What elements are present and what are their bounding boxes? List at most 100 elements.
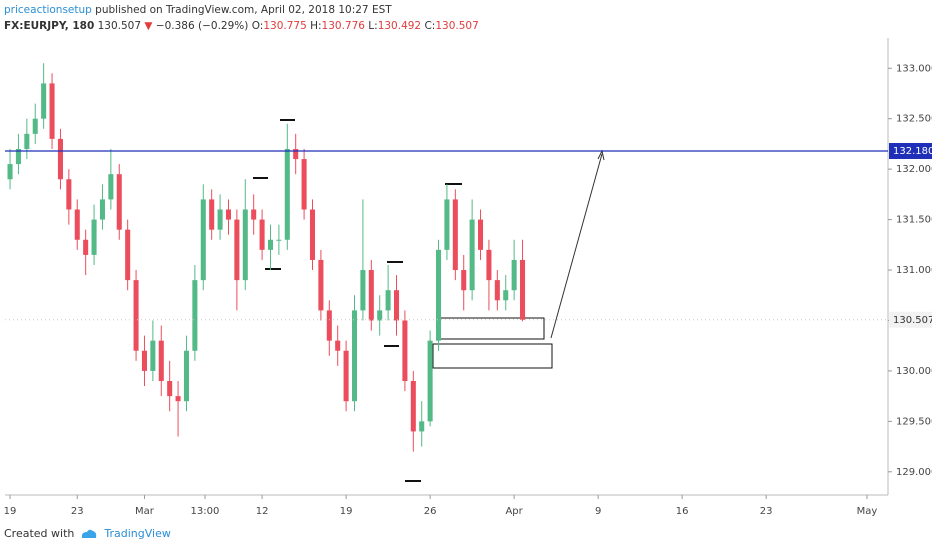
candle-body — [461, 270, 467, 291]
c-label: C: — [424, 20, 436, 32]
candle-body — [360, 270, 366, 311]
candle-body — [150, 340, 156, 371]
legend-line: FX:EURJPY, 180 130.507 ▼ −0.386 (−0.29%)… — [4, 18, 479, 34]
y-tick-label: 131.500 — [896, 215, 932, 226]
candle-body — [444, 199, 450, 250]
published: published on TradingView.com, April 02, … — [95, 4, 392, 16]
candle-body — [309, 209, 316, 260]
candle-body — [200, 199, 206, 281]
level-label-bg — [889, 142, 932, 159]
o-value: 130.775 — [263, 20, 307, 32]
l-value: 130.492 — [377, 20, 422, 32]
candle-body — [141, 350, 147, 371]
candle-body — [66, 179, 72, 210]
candle-body — [402, 320, 408, 382]
candle-body — [167, 381, 173, 397]
x-tick-label: 19 — [4, 506, 17, 517]
y-tick-label: 129.500 — [896, 416, 932, 427]
c-value: 130.507 — [435, 20, 479, 32]
candle-body — [225, 209, 232, 220]
candle-body — [74, 209, 80, 240]
zone-box — [436, 317, 545, 340]
candle-body — [335, 340, 341, 351]
y-tick-label: 132.000 — [896, 164, 932, 175]
candle-body — [377, 310, 383, 321]
chart: 129.000129.500130.000130.500131.000131.5… — [4, 38, 932, 517]
candle-body — [57, 138, 63, 180]
candle-body — [192, 280, 198, 351]
h-value: 130.776 — [321, 20, 365, 32]
y-tick-label: 129.000 — [896, 467, 932, 478]
candle-body — [7, 164, 13, 180]
x-tick-label: Mar — [135, 506, 155, 517]
logo-cloud — [82, 529, 97, 538]
candle-body — [125, 229, 131, 281]
candle-body — [385, 290, 391, 311]
brand[interactable]: TradingView — [104, 527, 171, 540]
drawings — [253, 119, 462, 482]
candle-body — [267, 239, 274, 250]
candle-body — [427, 340, 433, 422]
candle-body — [99, 199, 105, 220]
y-tick-label: 133.000 — [896, 63, 932, 74]
l-label: L: — [368, 20, 378, 32]
candle-body — [209, 199, 215, 230]
header: priceactionsetup published on TradingVie… — [4, 2, 479, 34]
candle-body — [293, 148, 299, 160]
candle-body — [116, 174, 122, 230]
arrow-line — [550, 153, 603, 339]
candle-body — [276, 239, 282, 241]
x-tick-label: 12 — [256, 506, 269, 517]
h-label: H: — [310, 20, 322, 32]
candle-body — [318, 259, 324, 311]
footer: Created with TradingView — [4, 527, 171, 540]
candle-body — [175, 396, 181, 402]
change: −0.386 (−0.29%) — [155, 20, 249, 32]
candle-body — [41, 83, 47, 119]
x-tick-label: 23 — [760, 506, 773, 517]
candle-body — [91, 219, 97, 255]
candle-body — [259, 219, 265, 250]
last-price-label: 130.507 — [893, 315, 932, 326]
last-price-bg — [889, 311, 932, 328]
x-tick-label: 23 — [71, 506, 84, 517]
candle-body — [503, 290, 509, 301]
candle-body — [520, 259, 526, 320]
x-tick-label: Apr — [505, 506, 523, 517]
x-tick-label: 9 — [595, 506, 601, 517]
y-tick-label: 132.500 — [896, 114, 932, 125]
candle-body — [326, 310, 332, 341]
publish-line: priceactionsetup published on TradingVie… — [4, 2, 479, 18]
candle-body — [494, 280, 500, 301]
candle-body — [478, 219, 484, 250]
candle-body — [183, 350, 189, 402]
x-tick-label: 13:00 — [191, 506, 220, 517]
candle-body — [469, 219, 475, 291]
candle-body — [486, 249, 492, 281]
candle-body — [133, 280, 139, 351]
logo — [82, 529, 97, 538]
x-tick-label: May — [857, 506, 878, 517]
candle-body — [234, 219, 240, 281]
symbol: FX:EURJPY, 180 — [4, 20, 95, 32]
x-tick-label: 16 — [676, 506, 689, 517]
candle-body — [368, 270, 374, 321]
candle-body — [108, 174, 114, 200]
candle-body — [419, 421, 425, 432]
publisher[interactable]: priceactionsetup — [4, 4, 92, 16]
candle-body — [435, 249, 442, 341]
candle-body — [452, 199, 458, 271]
y-tick-label: 130.000 — [896, 366, 932, 377]
candle-body — [410, 381, 416, 432]
arrow: ▼ — [144, 20, 153, 32]
candle-body — [351, 310, 358, 402]
candle-body — [32, 118, 38, 134]
candle-body — [393, 290, 400, 321]
zone-box — [432, 343, 553, 369]
y-tick-label: 131.000 — [896, 265, 932, 276]
candle-body — [24, 133, 30, 149]
candle-body — [158, 340, 164, 382]
x-tick-label: 19 — [340, 506, 353, 517]
last: 130.507 — [97, 20, 142, 32]
o-label: O: — [251, 20, 264, 32]
